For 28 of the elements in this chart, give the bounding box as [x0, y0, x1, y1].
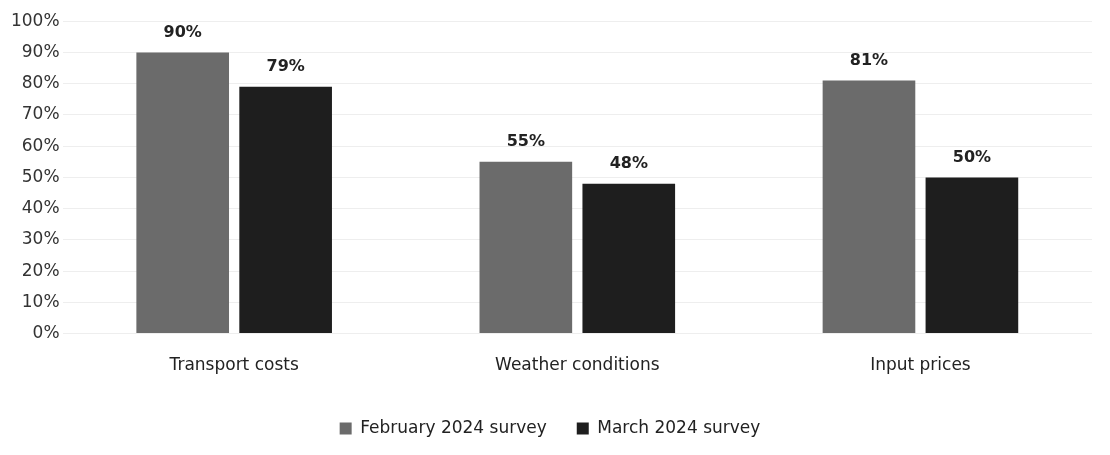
y-tick-label: 90% — [21, 40, 60, 61]
y-tick-label: 0% — [32, 322, 60, 343]
x-tick-label: Input prices — [870, 354, 971, 375]
y-tick-label: 80% — [21, 72, 60, 93]
y-tick-label: 20% — [21, 259, 60, 280]
y-tick-label: 60% — [21, 134, 60, 155]
text: 48% — [609, 152, 648, 172]
y-tick-label: 100% — [10, 9, 60, 30]
y-tick-label: 40% — [21, 197, 60, 218]
legend-label: February 2024 survey — [360, 416, 547, 437]
bar — [136, 52, 230, 334]
text: 55% — [506, 130, 545, 150]
text: 79% — [266, 55, 305, 75]
legend-label: March 2024 survey — [597, 416, 761, 437]
bar — [479, 161, 573, 334]
bar — [582, 183, 676, 334]
bar — [822, 80, 916, 334]
y-tick-label: 70% — [21, 103, 60, 124]
y-tick-label: 50% — [21, 165, 60, 186]
x-tick-label: Transport costs — [168, 354, 299, 375]
x-tick-label: Weather conditions — [495, 354, 660, 375]
y-tick-label: 30% — [21, 228, 60, 249]
text: 90% — [163, 21, 202, 41]
text: 81% — [849, 49, 889, 69]
bar — [925, 177, 1019, 334]
bar — [239, 86, 332, 334]
y-tick-label: 10% — [21, 290, 60, 311]
text: 50% — [952, 146, 992, 166]
